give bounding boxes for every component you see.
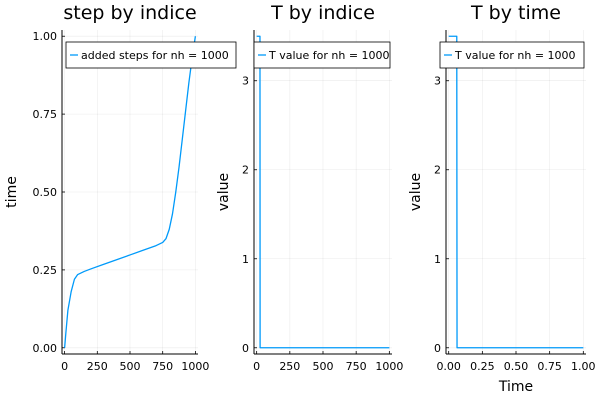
x-tick-label: 1000	[181, 360, 209, 373]
x-tick-label: 750	[152, 360, 173, 373]
legend-box	[65, 41, 237, 69]
chart-panel-1: 0 250 500 750 1000 0.00 0.25 0.50 0.75 1.00 step b…	[4, 2, 237, 373]
y-tick-label: 3	[242, 75, 249, 88]
x-tick-label: 0.50	[504, 360, 529, 373]
x-tick-label: 250	[279, 360, 300, 373]
y-tick-label: 2	[434, 164, 441, 177]
y-tick-label: 3	[434, 75, 441, 88]
x-tick-label: 0.75	[537, 360, 562, 373]
x-tick-label: 1.00	[571, 360, 596, 373]
x-tick-label: 0.00	[436, 360, 461, 373]
legend: T value for nh = 1000	[439, 41, 585, 69]
x-tick-label: 1000	[375, 360, 403, 373]
chart-title: step by indice	[63, 2, 196, 24]
chart-title: T by indice	[270, 2, 375, 24]
legend-box	[253, 41, 391, 69]
x-tick-label: 500	[313, 360, 334, 373]
y-tick-label: 0.00	[33, 342, 58, 355]
x-tick-label: 250	[87, 360, 108, 373]
legend-label: added steps for nh = 1000	[81, 49, 229, 62]
x-tick-label: 0.25	[470, 360, 495, 373]
x-tick-label: 750	[346, 360, 367, 373]
x-tick-label: 0	[253, 360, 260, 373]
legend-label: T value for nh = 1000	[454, 49, 576, 62]
chart-panel-3: 0.00 0.25 0.50 0.75 1.00 0 1 2 3 T by time value Ti…	[408, 2, 596, 395]
y-axis-label: value	[408, 173, 424, 211]
y-tick-label: 0.50	[33, 186, 58, 199]
y-axis-label: time	[4, 176, 20, 208]
series-line	[448, 35, 584, 349]
y-tick-label: 1	[434, 253, 441, 266]
y-tick-label: 1.00	[33, 30, 58, 43]
y-tick-label: 0.75	[33, 108, 58, 121]
y-tick-label: 2	[242, 164, 249, 177]
x-tick-label: 500	[120, 360, 141, 373]
y-tick-label: 0	[242, 342, 249, 355]
y-tick-label: 1	[242, 253, 249, 266]
y-tick-label: 0.25	[33, 264, 58, 277]
x-tick-label: 0	[61, 360, 68, 373]
y-axis-label: value	[216, 173, 232, 211]
legend: T value for nh = 1000	[253, 41, 391, 69]
series-line	[63, 36, 197, 348]
x-axis-label: Time	[498, 379, 533, 395]
chart-panel-2: 0 250 500 750 1000 0 1 2 3 T by indice value T valu…	[216, 2, 403, 373]
legend-box	[439, 41, 585, 69]
legend: added steps for nh = 1000	[65, 41, 237, 69]
chart-title: T by time	[470, 2, 561, 24]
y-tick-label: 0	[434, 342, 441, 355]
series-line	[256, 35, 390, 349]
legend-label: T value for nh = 1000	[268, 49, 390, 62]
